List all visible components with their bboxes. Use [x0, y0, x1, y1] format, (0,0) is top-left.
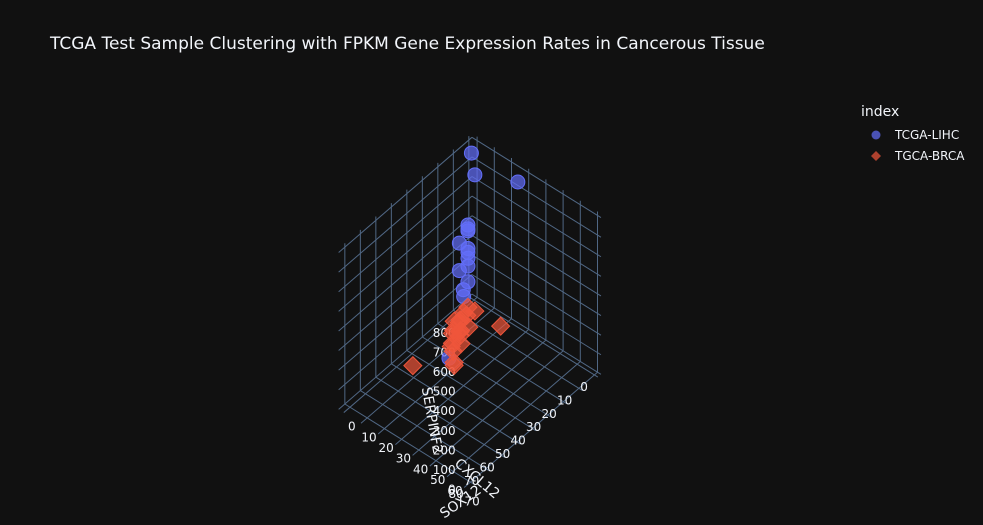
- legend-item-lihc[interactable]: TCGA-LIHC: [861, 124, 964, 145]
- brca-marker: [403, 355, 423, 376]
- wall-gridline: [338, 156, 473, 273]
- floor-gridline: [395, 329, 530, 446]
- grid-layer: [338, 136, 602, 488]
- legend-label: TCGA-LIHC: [895, 127, 960, 142]
- wall-gridline: [338, 195, 473, 312]
- brca-marker: [490, 316, 511, 336]
- marker-layer: [403, 145, 526, 376]
- lihc-marker: [463, 145, 479, 161]
- x-tick-label: 0: [348, 420, 356, 434]
- lihc-marker: [460, 223, 476, 239]
- floor-gridline: [429, 350, 564, 467]
- floor-gridline: [377, 318, 512, 435]
- lihc-marker: [451, 235, 467, 251]
- z-tick-label: 300: [433, 424, 456, 438]
- wall-gridline: [471, 195, 602, 277]
- wall-gridline: [471, 254, 602, 336]
- x-tick-label: 40: [413, 462, 428, 476]
- y-tick-label: 60: [480, 460, 495, 474]
- legend: index TCGA-LIHC TGCA-BRCA: [861, 104, 964, 166]
- y-tick-label: 10: [557, 393, 572, 407]
- floor-gridline: [406, 349, 537, 432]
- floor-gridline: [468, 296, 599, 378]
- brca-marker: [444, 355, 464, 376]
- z-tick-label: 500: [433, 385, 456, 399]
- z-tick-label: 200: [433, 443, 456, 457]
- y-tick-label: 20: [542, 407, 557, 421]
- y-tick-label: 0: [580, 380, 588, 394]
- z-tick-label: 0: [448, 483, 456, 497]
- y-tick-label: 70: [464, 474, 479, 488]
- x-tick-label: 20: [379, 441, 394, 455]
- z-tick-label: 400: [433, 404, 456, 418]
- wall-gridline: [471, 215, 602, 297]
- tick-label-layer: 0102030405060700102030405060708001002003…: [348, 326, 588, 509]
- legend-title: index: [861, 104, 900, 120]
- wall-gridline: [338, 293, 473, 410]
- x-tick-label: 10: [361, 430, 376, 444]
- brca-marker: [444, 311, 464, 331]
- legend-item-brca[interactable]: TGCA-BRCA: [861, 145, 964, 166]
- lihc-marker: [467, 167, 483, 183]
- wall-gridline: [471, 274, 602, 356]
- floor-gridline: [391, 363, 521, 445]
- floor-gridline: [463, 371, 598, 488]
- wall-gridline: [338, 176, 473, 293]
- wall-gridline: [338, 274, 473, 391]
- wall-gridline: [471, 136, 602, 218]
- floor-gridline: [344, 403, 475, 485]
- floor-gridline: [422, 336, 552, 418]
- y-tick-label: 50: [495, 447, 510, 461]
- circle-icon: [871, 130, 881, 139]
- floor-gridline: [412, 339, 547, 456]
- lihc-marker: [451, 263, 467, 279]
- wall-gridline: [338, 136, 473, 253]
- wall-gridline: [338, 215, 473, 332]
- y-tick-label: 80: [449, 487, 464, 501]
- diamond-icon: [871, 150, 881, 161]
- wall-gridline: [338, 254, 473, 371]
- wall-gridline: [471, 156, 602, 238]
- chart-title: TCGA Test Sample Clustering with FPKM Ge…: [50, 34, 765, 54]
- x-tick-label: 60: [447, 484, 462, 498]
- legend-label: TGCA-BRCA: [895, 148, 965, 163]
- floor-gridline: [360, 390, 490, 472]
- brca-marker: [465, 301, 485, 321]
- z-tick-label: 100: [433, 463, 456, 477]
- x-tick-label: 70: [465, 494, 480, 508]
- wall-gridline: [471, 293, 602, 375]
- y-tick-label: 30: [526, 420, 541, 434]
- floor-gridline: [375, 376, 506, 458]
- wall-gridline: [471, 234, 602, 316]
- y-tick-label: 40: [511, 434, 526, 448]
- wall-gridline: [338, 234, 473, 351]
- floor-gridline: [446, 361, 581, 478]
- lihc-marker: [510, 174, 526, 190]
- wall-gridline: [471, 176, 602, 258]
- x-tick-label: 50: [430, 473, 445, 487]
- x-tick-label: 30: [396, 452, 411, 466]
